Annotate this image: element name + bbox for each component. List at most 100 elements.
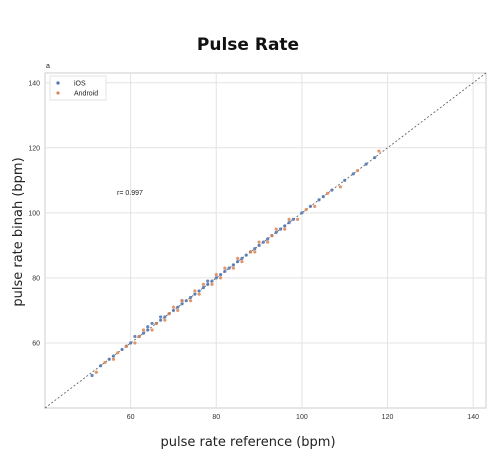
ios-point (257, 243, 261, 247)
ios-point (223, 269, 227, 273)
android-point (124, 344, 128, 348)
android-point (163, 318, 167, 322)
y-tick-label: 120 (28, 145, 40, 152)
ios-point (150, 321, 154, 326)
android-point (325, 191, 330, 195)
y-tick-label: 60 (32, 340, 40, 347)
legend-label-ios: iOS (74, 81, 86, 88)
ios-point (236, 260, 240, 264)
android-point (338, 185, 343, 189)
tick-labels: 60 80 100 120 140 60 80 100 120 140 (28, 80, 479, 421)
android-point (248, 250, 253, 254)
ios-point (274, 230, 278, 234)
ios-point (283, 224, 287, 228)
ios-point (180, 302, 184, 306)
android-point (103, 360, 107, 365)
ios-point (111, 354, 116, 358)
ios-point (146, 328, 150, 332)
ios-point (373, 155, 377, 160)
android-point (355, 168, 360, 173)
ios-point (159, 315, 163, 319)
android-point (141, 328, 146, 332)
android-point (171, 305, 176, 309)
android-point (283, 227, 287, 231)
ios-point (278, 227, 283, 231)
ios-point (231, 263, 235, 267)
ios-point (184, 299, 188, 303)
android-point (313, 204, 317, 208)
ios-point (171, 308, 176, 313)
ios-point (188, 295, 193, 300)
ios-point (244, 253, 248, 257)
ios-point (308, 204, 313, 208)
y-tick-label: 100 (28, 210, 40, 217)
android-point (201, 282, 206, 287)
android-point (167, 312, 171, 316)
ios-point (90, 373, 94, 378)
ios-point (214, 276, 218, 280)
ios-point (206, 282, 210, 287)
ios-point (351, 172, 355, 176)
ios-point (176, 305, 180, 309)
y-tick-label: 140 (28, 80, 40, 87)
android-point (137, 334, 141, 339)
legend-box (49, 75, 107, 101)
android-point (188, 299, 193, 303)
ios-point (163, 315, 167, 319)
ios-point (193, 292, 197, 296)
ios-point (133, 334, 137, 339)
legend-marker-android (56, 91, 60, 95)
ios-point (129, 341, 133, 345)
x-tick-label: 100 (296, 414, 308, 421)
ios-point (99, 364, 103, 368)
ios-point (343, 178, 347, 182)
android-point (94, 370, 98, 374)
android-point (274, 227, 278, 231)
android-point (287, 217, 291, 221)
android-point (266, 240, 270, 244)
android-point (176, 308, 180, 313)
ios-point (266, 237, 270, 241)
data-points (90, 149, 381, 378)
legend: iOS Android (49, 75, 107, 101)
grid-lines (45, 73, 486, 408)
ios-point (159, 318, 163, 322)
android-point (231, 266, 235, 270)
android-point (253, 250, 257, 254)
android-point (210, 282, 214, 287)
android-point (270, 234, 274, 238)
android-point (116, 351, 120, 355)
ios-point (218, 273, 223, 277)
ios-point (261, 240, 265, 244)
android-point (214, 273, 218, 277)
android-point (193, 289, 197, 293)
android-point (377, 149, 381, 153)
panel-label: a (46, 63, 50, 70)
ios-point (206, 279, 210, 283)
ios-point (317, 198, 321, 202)
ios-point (141, 331, 146, 335)
ios-point (300, 211, 304, 215)
legend-label-android: Android (74, 91, 98, 98)
x-tick-label: 60 (127, 414, 135, 421)
chart-title: Pulse Rate (196, 35, 300, 55)
android-point (218, 276, 223, 280)
ios-point (291, 217, 295, 221)
android-point (180, 299, 184, 303)
legend-marker-ios (56, 81, 60, 85)
android-point (240, 260, 244, 264)
ios-point (227, 266, 231, 270)
ios-point (287, 221, 291, 225)
y-axis-label: pulse rate binah (bpm) (11, 157, 26, 306)
ios-point (321, 194, 325, 199)
android-point (111, 357, 116, 361)
android-point (197, 292, 201, 296)
ios-point (201, 286, 206, 290)
ios-point (107, 357, 111, 361)
correlation-annotation: r= 0.997 (117, 190, 143, 197)
x-tick-label: 120 (382, 414, 394, 421)
x-tick-label: 140 (467, 414, 479, 421)
ios-point (330, 188, 334, 192)
android-point (304, 208, 308, 212)
